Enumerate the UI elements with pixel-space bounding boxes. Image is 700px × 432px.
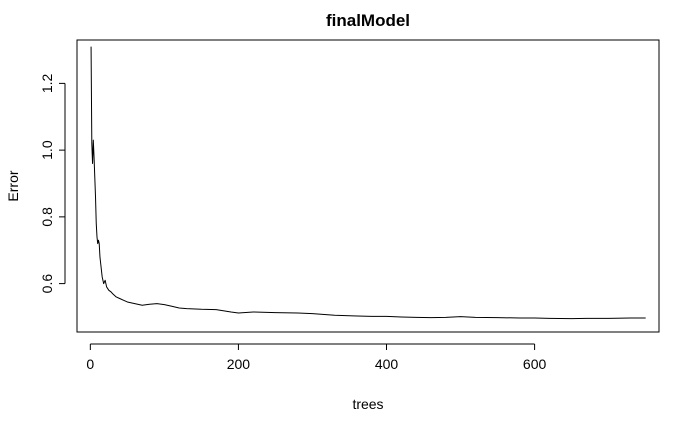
error-series-line — [90, 46, 646, 320]
plot-frame — [76, 39, 660, 333]
x-tick-label: 0 — [86, 356, 94, 372]
series-layer — [90, 46, 646, 320]
x-axis: 0 200 400 600 — [86, 343, 547, 372]
y-axis: 0.6 0.8 1.0 1.2 — [39, 73, 66, 294]
chart-title: finalModel — [326, 11, 410, 30]
y-tick-label: 0.6 — [39, 274, 55, 294]
x-tick-label: 600 — [523, 356, 547, 372]
y-axis-label: Error — [5, 170, 21, 201]
y-tick-label: 1.2 — [39, 73, 55, 93]
y-tick-label: 1.0 — [39, 140, 55, 160]
x-tick-label: 200 — [227, 356, 251, 372]
y-tick-label: 0.8 — [39, 207, 55, 227]
x-axis-label: trees — [352, 396, 383, 412]
x-tick-label: 400 — [375, 356, 399, 372]
